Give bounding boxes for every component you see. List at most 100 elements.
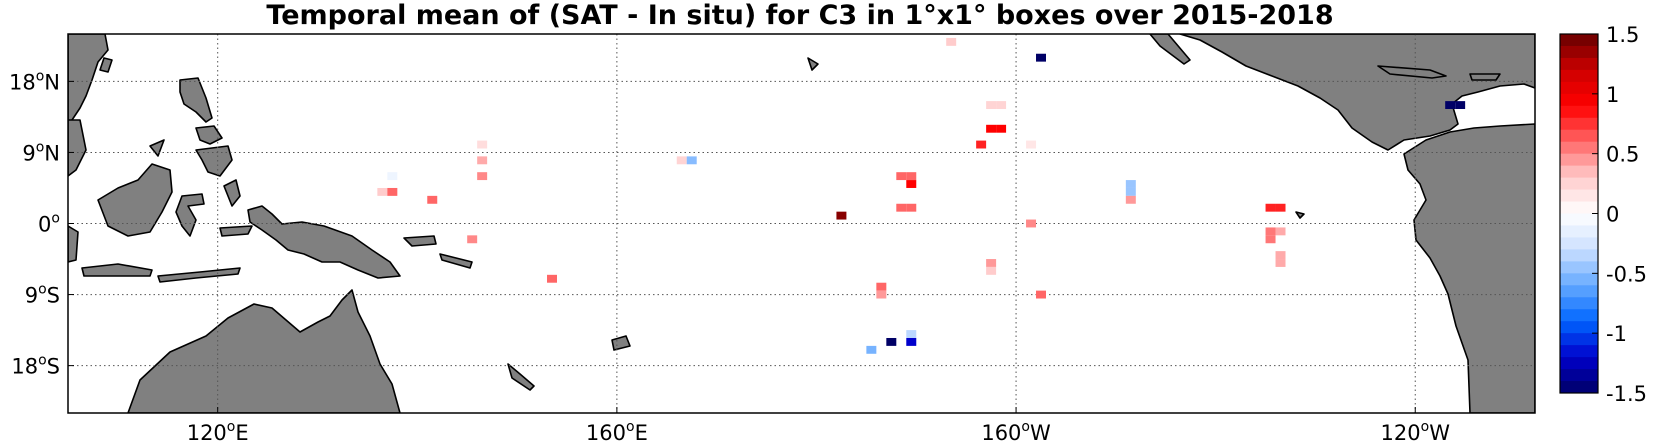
x-tick-label-1: 160oE — [586, 419, 648, 445]
colorbar-segment-11 — [1560, 165, 1598, 179]
land-java — [81, 263, 153, 277]
land-halmahera — [223, 179, 241, 207]
data-cell-7 — [1026, 140, 1037, 149]
data-cell-18 — [686, 156, 697, 165]
land-indochina — [68, 119, 87, 177]
colorbar-tick-label-6: -1.5 — [1606, 382, 1647, 406]
land-sulawesi — [175, 193, 205, 237]
y-tick-label-1: 9oN — [22, 139, 60, 165]
colorbar-segment-15 — [1560, 213, 1598, 226]
data-cell-41 — [886, 337, 897, 346]
land-south-america — [1403, 123, 1535, 413]
data-cells — [377, 37, 1466, 354]
colorbar-segment-1 — [1560, 45, 1598, 59]
colorbar-segment-9 — [1560, 141, 1598, 155]
map-grid — [68, 34, 1535, 413]
colorbar-tick-label-5: -1 — [1606, 322, 1627, 346]
data-cell-15 — [467, 235, 478, 244]
land-solomons — [439, 253, 473, 269]
data-cell-26 — [1125, 180, 1136, 188]
colorbar-segment-10 — [1560, 153, 1598, 167]
data-cell-4 — [986, 124, 997, 133]
colorbar-segment-21 — [1560, 285, 1598, 298]
colorbar-segment-20 — [1560, 273, 1598, 286]
colorbar-segment-18 — [1560, 249, 1598, 262]
map-plot-area — [67, 33, 1536, 414]
data-cell-43 — [906, 337, 917, 346]
y-axis-ticks: 18oN 9oN 0o 9oS 18oS — [9, 68, 74, 379]
colorbar-segment-2 — [1560, 57, 1598, 71]
land-borneo — [97, 163, 173, 237]
data-cell-23 — [906, 203, 917, 212]
data-cell-11 — [377, 187, 388, 196]
colorbar-segment-5 — [1560, 93, 1598, 107]
data-cell-16 — [547, 274, 557, 283]
data-cell-10 — [387, 172, 398, 181]
data-cell-20 — [906, 172, 917, 181]
colorbar-segment-14 — [1560, 201, 1598, 214]
land-north-america — [1179, 34, 1535, 151]
data-cell-31 — [1265, 227, 1276, 236]
land-sumatra — [68, 225, 79, 263]
data-cell-17 — [676, 156, 687, 165]
y-tick-label-2: 0o — [38, 211, 60, 237]
colorbar — [1559, 33, 1599, 394]
data-cell-21 — [906, 180, 917, 188]
colorbar-segment-26 — [1560, 345, 1598, 358]
chart-title: Temporal mean of (SAT - In situ) for C3 … — [266, 0, 1333, 31]
colorbar-segment-28 — [1560, 369, 1598, 382]
colorbar-segment-25 — [1560, 333, 1598, 346]
data-cell-37 — [986, 266, 997, 275]
colorbar-segment-4 — [1560, 81, 1598, 95]
colorbar-segment-23 — [1560, 309, 1598, 322]
land-mindanao — [195, 145, 233, 177]
data-cell-39 — [876, 290, 887, 299]
colorbar-tick-label-2: 0.5 — [1606, 143, 1639, 167]
colorbar-segment-17 — [1560, 237, 1598, 250]
data-cell-13 — [477, 172, 488, 181]
y-tick-label-4: 18oS — [11, 353, 60, 379]
land-hispaniola — [1469, 73, 1501, 81]
data-cell-35 — [1275, 259, 1286, 267]
colorbar-tick-label-4: -0.5 — [1606, 262, 1647, 286]
land-lesser-sunda — [157, 267, 241, 283]
colorbar-segment-0 — [1560, 34, 1598, 47]
land-masses — [68, 34, 1535, 413]
colorbar-tick-label-1: 1 — [1606, 83, 1619, 107]
colorbar-segment-12 — [1560, 177, 1598, 191]
data-cell-12 — [387, 187, 398, 196]
colorbar-segment-7 — [1560, 117, 1598, 131]
data-cell-42 — [906, 330, 917, 338]
data-cell-40 — [1036, 290, 1046, 299]
land-baja — [1149, 34, 1191, 65]
data-cell-38 — [876, 282, 887, 291]
x-tick-label-2: 160oW — [981, 419, 1051, 445]
land-hawaii — [807, 57, 819, 71]
data-cell-6 — [976, 140, 987, 149]
land-new-caledonia — [507, 363, 535, 391]
data-cell-22 — [896, 203, 907, 212]
data-cell-0 — [946, 37, 957, 46]
x-tick-label-3: 120oW — [1381, 419, 1451, 445]
data-cell-25 — [1026, 219, 1037, 228]
land-luzon — [179, 77, 213, 123]
data-cell-34 — [1275, 251, 1286, 260]
land-new-britain — [403, 235, 437, 247]
data-cell-8 — [477, 140, 488, 149]
data-cell-45 — [1445, 101, 1456, 110]
y-tick-label-0: 18oN — [9, 68, 60, 94]
data-cell-19 — [896, 172, 907, 181]
y-tick-label-3: 9oS — [25, 282, 60, 308]
land-taiwan — [99, 57, 113, 73]
data-cell-3 — [996, 101, 1007, 110]
colorbar-segment-27 — [1560, 357, 1598, 370]
data-cell-14 — [427, 195, 438, 204]
data-cell-32 — [1265, 235, 1276, 244]
colorbar-tick-label-3: 0 — [1606, 203, 1619, 227]
colorbar-segment-19 — [1560, 261, 1598, 274]
land-visayas — [195, 125, 223, 145]
data-cell-24 — [836, 211, 847, 220]
data-cell-46 — [1455, 101, 1466, 110]
colorbar-segment-24 — [1560, 321, 1598, 334]
